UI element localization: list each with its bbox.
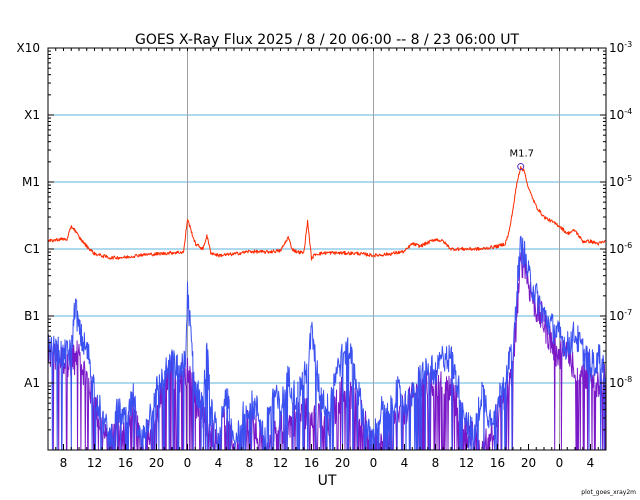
footer-label: plot_goes_xray2m	[581, 489, 636, 496]
x-tick-label: 4	[215, 456, 223, 470]
flare-peak-marker	[517, 163, 525, 171]
y-left-tick-label: M1	[22, 175, 40, 189]
y-right-tick-label: 10-3	[609, 40, 632, 55]
x-tick-label: 20	[521, 456, 536, 470]
grid-layer	[48, 48, 606, 450]
x-tick-label: 8	[246, 456, 254, 470]
y-right-tick-label: 10-7	[609, 308, 632, 323]
x-tick-label: 20	[335, 456, 350, 470]
x-tick-label: 20	[149, 456, 164, 470]
y-right-tick-label: 10-8	[609, 375, 632, 390]
label-layer: M1.7 8 12 16 20 0 4 8 12 16 20 0 4 8 12 16 20 0 4 A1 B1 C1 M1 X…	[17, 40, 633, 470]
tick-layer	[47, 48, 607, 451]
x-tick-label: 4	[401, 456, 409, 470]
x-tick-label: 12	[87, 456, 102, 470]
x-tick-label: 0	[370, 456, 378, 470]
y-left-tick-label: B1	[24, 309, 40, 323]
x-tick-label: 12	[459, 456, 474, 470]
x-tick-label: 16	[304, 456, 319, 470]
x-tick-label: 8	[60, 456, 68, 470]
x-tick-label: 0	[184, 456, 192, 470]
x-tick-label: 8	[432, 456, 440, 470]
x-tick-label: 0	[556, 456, 564, 470]
flare-peak-label: M1.7	[509, 149, 534, 160]
y-right-tick-label: 10-5	[609, 174, 632, 189]
y-right-tick-label: 10-6	[609, 241, 632, 256]
y-right-tick-label: 10-4	[609, 107, 632, 122]
x-axis-label: UT	[318, 473, 337, 489]
y-left-tick-label: X10	[17, 41, 41, 55]
y-left-tick-label: X1	[24, 108, 40, 122]
long-channel-line	[47, 166, 607, 261]
x-tick-label: 4	[587, 456, 595, 470]
y-left-tick-label: A1	[24, 376, 40, 390]
x-tick-label: 16	[490, 456, 505, 470]
y-left-tick-label: C1	[24, 242, 40, 256]
chart-title: GOES X-Ray Flux 2025 / 8 / 20 06:00 -- 8…	[135, 32, 519, 48]
x-tick-label: 12	[273, 456, 288, 470]
x-tick-label: 16	[118, 456, 133, 470]
